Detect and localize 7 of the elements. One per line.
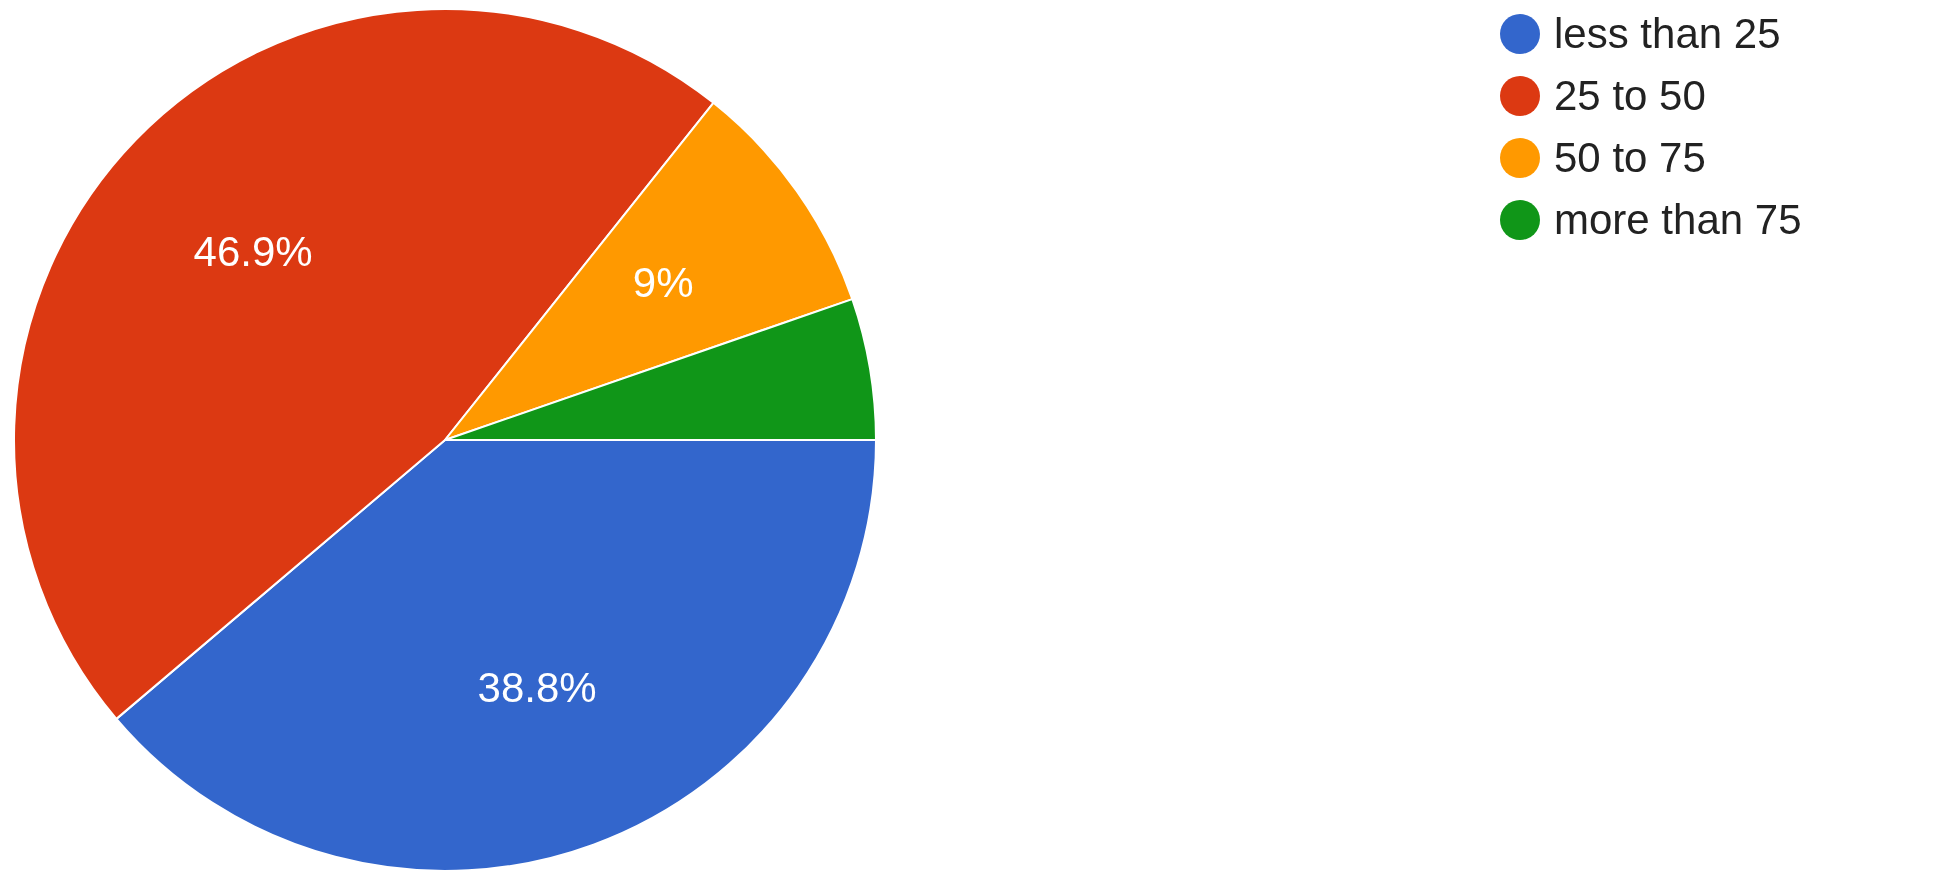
legend-label: more than 75 xyxy=(1554,196,1802,244)
data-label: 46.9% xyxy=(193,227,313,275)
legend-label: 25 to 50 xyxy=(1554,72,1706,120)
data-label: 38.8% xyxy=(477,664,597,712)
data-label: 9% xyxy=(632,259,694,307)
legend-label: 50 to 75 xyxy=(1554,134,1706,182)
legend-label: less than 25 xyxy=(1554,10,1781,58)
